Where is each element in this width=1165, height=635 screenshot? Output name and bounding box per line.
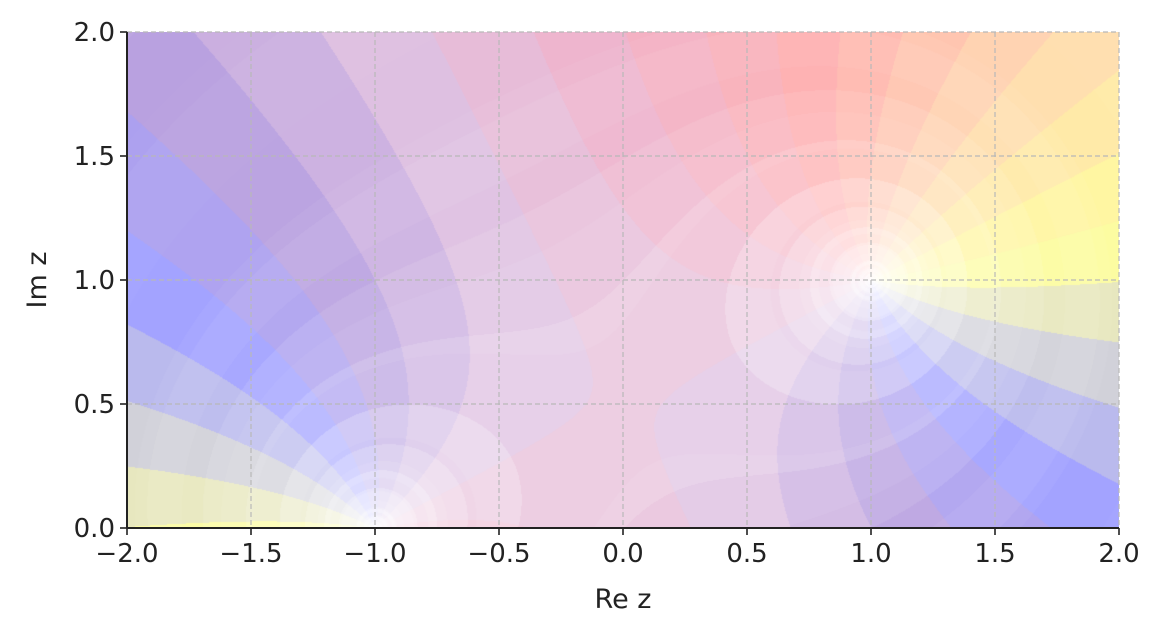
grid xyxy=(126,31,1120,529)
x-tick-label: 1.0 xyxy=(850,539,891,569)
x-ticks: −2.0 −1.5 −1.0 −0.5 0.0 0.5 1.0 1.5 2.0 xyxy=(95,528,1140,569)
y-tick-label: 1.5 xyxy=(74,142,115,172)
x-tick-label: −0.5 xyxy=(467,539,530,569)
x-axis-label: Re z xyxy=(595,584,652,615)
y-tick-label: 1.0 xyxy=(74,266,115,296)
x-tick-label: 0.5 xyxy=(726,539,767,569)
y-axis-label: Im z xyxy=(22,251,53,308)
y-tick-label: 0.5 xyxy=(74,390,115,420)
x-tick-label: 1.5 xyxy=(974,539,1015,569)
y-tick-label: 2.0 xyxy=(74,18,115,48)
y-tick-label: 0.0 xyxy=(74,514,115,544)
x-tick-label: 2.0 xyxy=(1098,539,1139,569)
x-tick-label: −2.0 xyxy=(95,539,158,569)
x-tick-label: −1.5 xyxy=(219,539,282,569)
x-tick-label: −1.0 xyxy=(343,539,406,569)
x-tick-label: 0.0 xyxy=(602,539,643,569)
y-ticks: 0.0 0.5 1.0 1.5 2.0 xyxy=(74,18,127,544)
